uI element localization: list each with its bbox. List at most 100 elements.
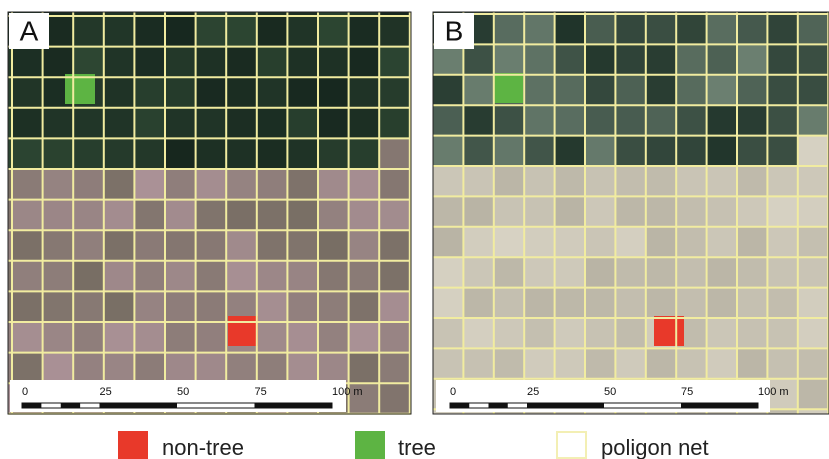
image-cell [134,353,165,384]
image-cell [494,288,524,318]
scale-bar-segment [527,403,604,408]
image-cell [226,200,257,231]
image-cell [555,227,585,257]
image-cell [379,291,410,322]
image-cell [615,348,645,378]
image-cell [463,348,493,378]
image-cell [737,166,767,196]
image-cell [349,108,380,139]
image-cell [349,291,380,322]
tree-cell [493,73,523,103]
image-cell [134,322,165,353]
image-cell [463,75,493,105]
image-cell [555,196,585,226]
image-cell [767,44,797,74]
image-cell [318,47,349,78]
image-cell [196,138,227,169]
image-cell [43,291,74,322]
image-cell [73,138,104,169]
scale-bar-segment [100,403,178,408]
image-cell [676,75,706,105]
image-cell [257,169,288,200]
image-cell [257,138,288,169]
image-cell [287,230,318,261]
image-cell [379,322,410,353]
image-cell [585,227,615,257]
image-cell [433,257,463,287]
image-cell [737,136,767,166]
image-cell [555,348,585,378]
image-cell [165,77,196,108]
image-cell [379,16,410,47]
image-cell [737,257,767,287]
scale-label: 50 [604,386,616,398]
image-cell [12,230,43,261]
image-cell [165,47,196,78]
scale-label: 0 [450,386,456,398]
image-cell [134,261,165,292]
image-cell [134,291,165,322]
image-cell [134,16,165,47]
image-cell [379,200,410,231]
image-cell [798,379,828,409]
image-cell [494,14,524,44]
image-cell [676,166,706,196]
image-cell [676,136,706,166]
image-cell [555,136,585,166]
image-cell [646,14,676,44]
image-cell [226,230,257,261]
image-cell [257,77,288,108]
scale-bar-segment [450,403,469,408]
image-cell [433,75,463,105]
image-cell [737,288,767,318]
image-cell [615,288,645,318]
image-cell [707,318,737,348]
image-cell [524,288,554,318]
image-cell [646,75,676,105]
image-cell [287,169,318,200]
image-cell [737,196,767,226]
legend-label: non-tree [162,435,244,459]
image-cell [165,200,196,231]
image-cell [349,47,380,78]
image-cell [134,138,165,169]
image-cell [767,166,797,196]
image-cell [104,138,135,169]
image-cell [615,257,645,287]
image-cell [555,75,585,105]
image-cell [12,77,43,108]
image-cell [433,348,463,378]
image-cell [707,348,737,378]
image-cell [196,353,227,384]
image-cell [707,136,737,166]
image-cell [524,318,554,348]
scale-label: 25 [527,386,539,398]
image-cell [494,44,524,74]
image-cell [73,353,104,384]
image-cell [555,318,585,348]
image-cell [585,75,615,105]
image-cell [555,44,585,74]
image-cell [798,44,828,74]
image-cell [494,196,524,226]
image-cell [615,105,645,135]
image-cell [226,108,257,139]
image-cell [165,169,196,200]
image-cell [463,196,493,226]
image-cell [318,200,349,231]
legend-swatch-non-tree [118,431,148,459]
image-cell [615,318,645,348]
image-cell [349,230,380,261]
image-cell [524,75,554,105]
image-cell [349,169,380,200]
image-cell [494,227,524,257]
image-cell [318,77,349,108]
image-cell [767,318,797,348]
image-cell [165,291,196,322]
image-cell [615,166,645,196]
image-cell [494,136,524,166]
image-cell [12,353,43,384]
image-cell [104,353,135,384]
image-cell [463,136,493,166]
image-cell [134,47,165,78]
